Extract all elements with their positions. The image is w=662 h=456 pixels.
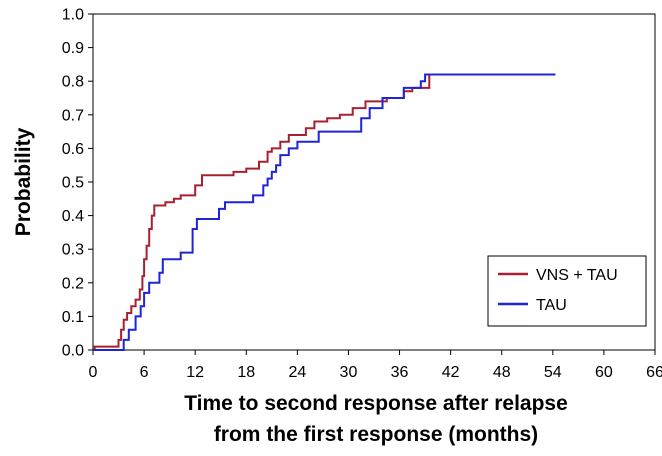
- y-tick-label: 0.2: [62, 275, 84, 292]
- series-line-vns-tau: [93, 73, 545, 351]
- x-tick-label: 6: [140, 364, 149, 381]
- y-tick-label: 0.6: [62, 141, 84, 158]
- y-tick-label: 0.9: [62, 40, 84, 57]
- legend-box: [487, 255, 647, 327]
- x-axis-title-line-1: Time to second response after relapse: [184, 392, 568, 415]
- legend-label-tau: TAU: [536, 297, 567, 314]
- x-axis: 0 6 12 18 24 30 36 42 48 54 60 66: [89, 350, 662, 381]
- y-axis: 0.0 0.1 0.2 0.3 0.4 0.5 0.6 0.7 0.8 0.9 1.0: [62, 7, 93, 360]
- y-axis-title: Probability: [12, 127, 35, 236]
- x-tick-label: 18: [237, 364, 255, 381]
- x-tick-label: 60: [595, 364, 613, 381]
- x-tick-label: 0: [89, 364, 98, 381]
- legend-label-vns-tau: VNS + TAU: [536, 267, 618, 284]
- series-layer: [93, 73, 556, 351]
- x-tick-label: 54: [544, 364, 562, 381]
- y-tick-label: 0.8: [62, 74, 84, 91]
- x-tick-label: 30: [340, 364, 358, 381]
- x-tick-label: 24: [288, 364, 306, 381]
- y-tick-label: 0.4: [62, 208, 84, 225]
- x-tick-label: 66: [646, 364, 662, 381]
- y-tick-label: 0.7: [62, 107, 84, 124]
- x-tick-label: 42: [442, 364, 460, 381]
- legend: VNS + TAU TAU: [487, 255, 647, 327]
- y-tick-label: 0.0: [62, 343, 84, 360]
- series-line-tau: [93, 73, 556, 351]
- y-tick-label: 1.0: [62, 7, 84, 24]
- y-tick-label: 0.1: [62, 309, 84, 326]
- y-tick-label: 0.5: [62, 175, 84, 192]
- x-axis-title-line-2: from the first response (months): [214, 423, 538, 446]
- y-tick-label: 0.3: [62, 242, 84, 259]
- x-tick-label: 12: [186, 364, 204, 381]
- x-tick-label: 36: [391, 364, 409, 381]
- x-tick-label: 48: [493, 364, 511, 381]
